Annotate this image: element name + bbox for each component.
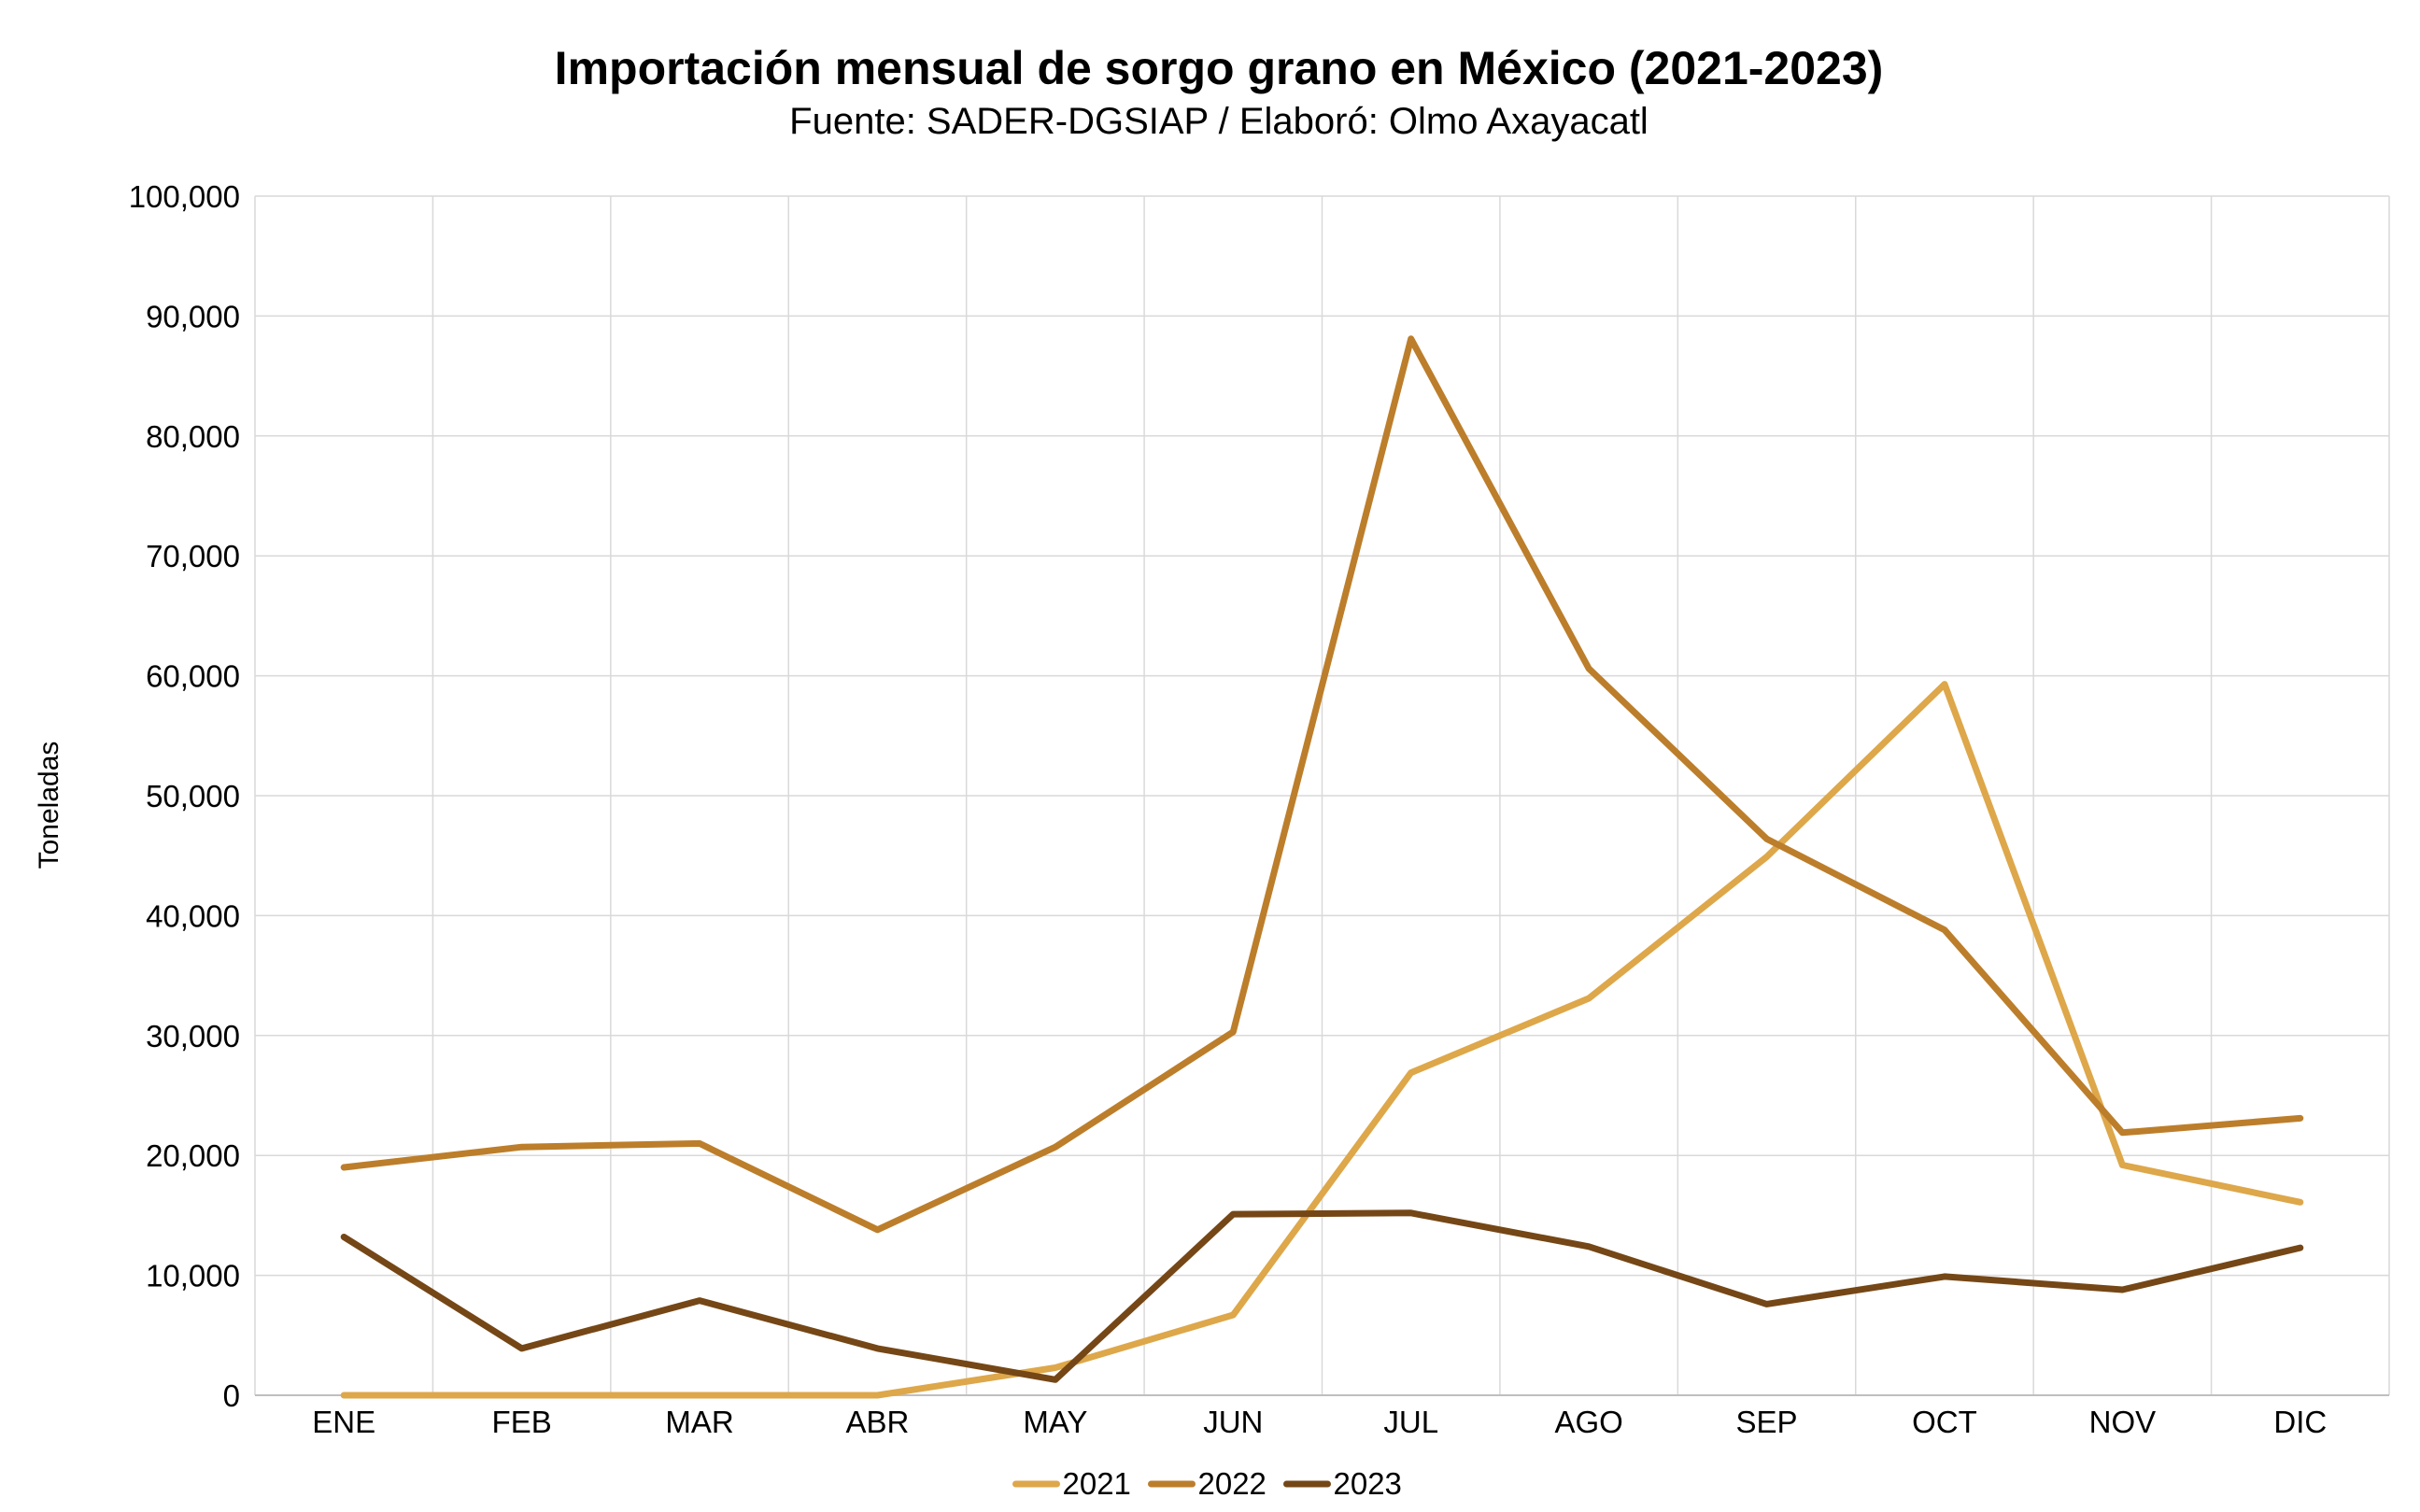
legend-label: 2023 [1334,1466,1402,1501]
x-tick-label: SEP [1736,1405,1798,1439]
x-tick-label: OCT [1912,1405,1977,1439]
y-tick-label: 10,000 [146,1259,240,1293]
legend-item-2023[interactable]: 2023 [1283,1466,1402,1501]
axes: 0 10,000 20,000 30,000 40,000 50,000 60,000 70,… [129,179,2389,1439]
x-tick-label: NOV [2089,1405,2157,1439]
series-line-2023 [340,1209,2304,1383]
series-line-2021 [340,681,2304,1399]
y-tick-label: 30,000 [146,1019,240,1053]
y-tick-label: 40,000 [146,898,240,933]
legend-item-2021[interactable]: 2021 [1012,1466,1131,1501]
legend-label: 2022 [1198,1466,1267,1501]
legend-item-2022[interactable]: 2022 [1148,1466,1267,1501]
legend-label: 2021 [1063,1466,1131,1501]
x-tick-label: DIC [2273,1405,2327,1439]
x-tick-label: MAR [665,1405,733,1439]
x-tick-label: MAY [1023,1405,1087,1439]
x-tick-label: FEB [492,1405,552,1439]
y-axis-label: Toneladas [34,742,64,869]
y-tick-label: 60,000 [146,659,240,694]
y-tick-label: 0 [223,1378,240,1413]
y-tick-label: 70,000 [146,539,240,573]
y-tick-label: 50,000 [146,779,240,813]
x-tick-label: JUN [1203,1405,1263,1439]
x-tick-label: JUL [1383,1405,1438,1439]
x-tick-label: ENE [312,1405,375,1439]
x-tick-label: ABR [846,1405,910,1439]
series-line-2022 [340,335,2304,1234]
y-tick-label: 80,000 [146,419,240,454]
x-tick-label: AGO [1554,1405,1622,1439]
y-tick-label: 90,000 [146,299,240,333]
y-tick-label: 100,000 [129,179,240,214]
y-tick-label: 20,000 [146,1138,240,1173]
chart-title: Importación mensual de sorgo grano en Mé… [555,42,1884,94]
series-lines [340,335,2304,1399]
gridlines [254,195,2390,1395]
legend[interactable]: 2021 2022 2023 [1012,1466,1402,1501]
chart-subtitle: Fuente: SADER-DGSIAP / Elaboró: Olmo Axa… [789,101,1649,142]
